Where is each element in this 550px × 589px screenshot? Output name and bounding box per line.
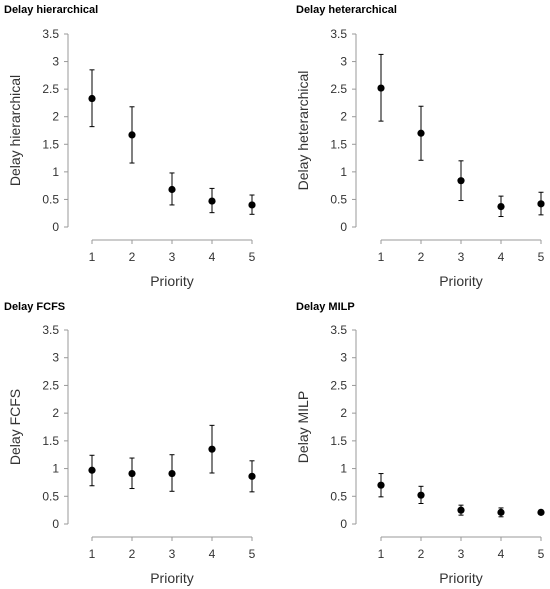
x-tick-label: 4	[498, 250, 505, 264]
y-tick-label: 2.5	[42, 378, 59, 392]
y-tick-label: 1.5	[330, 137, 347, 151]
y-tick-label: 3	[52, 351, 59, 365]
x-axis-label: Priority	[150, 273, 194, 289]
chart-title: Delay heterarchical	[296, 4, 397, 16]
x-tick-label: 1	[378, 250, 385, 264]
y-tick-label: 2	[340, 406, 347, 420]
data-point	[497, 202, 505, 211]
x-tick-label: 3	[169, 250, 176, 264]
x-tick-label: 2	[418, 547, 425, 561]
y-tick-label: 3.5	[42, 323, 59, 337]
y-tick-label: 3.5	[42, 27, 59, 41]
data-point	[128, 469, 136, 478]
chart-title: Delay MILP	[296, 301, 355, 313]
x-axis-label: Priority	[439, 570, 483, 586]
chart-group-2: 0 0.5 1 1.5 2 2.5 3 3.5 1 2 3 4 5 Priority Delay FCFS	[7, 323, 256, 586]
y-tick-label: 2	[340, 110, 347, 124]
y-tick-label: 1	[52, 165, 59, 179]
y-tick-label: 0	[52, 517, 59, 531]
chart-title: Delay hierarchical	[4, 4, 99, 16]
chart-group-3: 0 0.5 1 1.5 2 2.5 3 3.5 1 2 3 4 5 Priority Delay MILP	[295, 323, 545, 586]
data-point	[208, 197, 216, 205]
y-tick-label: 0.5	[42, 489, 59, 503]
y-axis-label: Delay FCFS	[7, 389, 23, 465]
chart-group-1: 0 0.5 1 1.5 2 2.5 3 3.5 1 2 3 4 5 Priority Delay heter…	[295, 27, 545, 289]
x-tick-label: 2	[129, 547, 136, 561]
y-tick-label: 2	[52, 406, 59, 420]
y-tick-label: 3	[340, 55, 347, 69]
x-tick-label: 5	[538, 547, 545, 561]
y-tick-label: 1	[340, 165, 347, 179]
x-axis-label: Priority	[150, 570, 194, 586]
data-point	[497, 508, 505, 516]
y-axis-label: Delay heterarchical	[295, 71, 311, 191]
y-tick-label: 0.5	[42, 192, 59, 206]
y-tick-label: 2.5	[330, 378, 347, 392]
x-tick-label: 5	[538, 250, 545, 264]
y-tick-label: 1	[52, 462, 59, 476]
y-tick-label: 1.5	[42, 137, 59, 151]
x-axis-label: Priority	[439, 273, 483, 289]
data-point	[248, 201, 256, 209]
y-tick-label: 2.5	[42, 82, 59, 96]
x-tick-label: 3	[458, 547, 465, 561]
data-point	[537, 508, 545, 516]
y-tick-label: 1.5	[330, 434, 347, 448]
y-tick-label: 0	[340, 517, 347, 531]
x-tick-label: 1	[89, 547, 96, 561]
y-tick-label: 3	[340, 351, 347, 365]
data-point	[168, 185, 176, 194]
y-axis-label: Delay hierarchical	[7, 75, 23, 186]
y-tick-label: 3.5	[330, 323, 347, 337]
y-tick-label: 0.5	[330, 489, 347, 503]
data-point	[88, 94, 96, 103]
data-point	[208, 445, 216, 453]
data-point	[377, 84, 385, 92]
data-point	[248, 472, 256, 480]
x-tick-label: 4	[498, 547, 505, 561]
x-tick-label: 3	[169, 547, 176, 561]
data-point	[168, 469, 176, 478]
y-tick-label: 0	[52, 220, 59, 234]
x-tick-label: 2	[418, 250, 425, 264]
data-point	[537, 200, 545, 208]
data-point	[88, 466, 96, 474]
x-tick-label: 5	[249, 547, 256, 561]
x-tick-label: 1	[378, 547, 385, 561]
y-tick-label: 3	[52, 55, 59, 69]
x-tick-label: 5	[249, 250, 256, 264]
y-tick-label: 3.5	[330, 27, 347, 41]
y-tick-label: 2	[52, 110, 59, 124]
x-tick-label: 1	[89, 250, 96, 264]
data-point	[457, 177, 465, 185]
data-point	[417, 491, 425, 499]
data-point	[377, 481, 385, 489]
chart-title: Delay FCFS	[4, 301, 66, 313]
chart-group-0: 0 0.5 1 1.5 2 2.5 3 3.5 1 2 3 4 5 Priority Delay hiera…	[7, 27, 256, 289]
x-tick-label: 4	[209, 547, 216, 561]
data-point	[457, 506, 465, 514]
y-tick-label: 2.5	[330, 82, 347, 96]
y-tick-label: 0	[340, 220, 347, 234]
y-tick-label: 0.5	[330, 192, 347, 206]
y-tick-label: 1.5	[42, 434, 59, 448]
x-tick-label: 3	[458, 250, 465, 264]
data-point	[417, 129, 425, 137]
x-tick-label: 4	[209, 250, 216, 264]
y-tick-label: 1	[340, 462, 347, 476]
y-axis-label: Delay MILP	[295, 391, 311, 463]
x-tick-label: 2	[129, 250, 136, 264]
data-point	[128, 131, 136, 139]
